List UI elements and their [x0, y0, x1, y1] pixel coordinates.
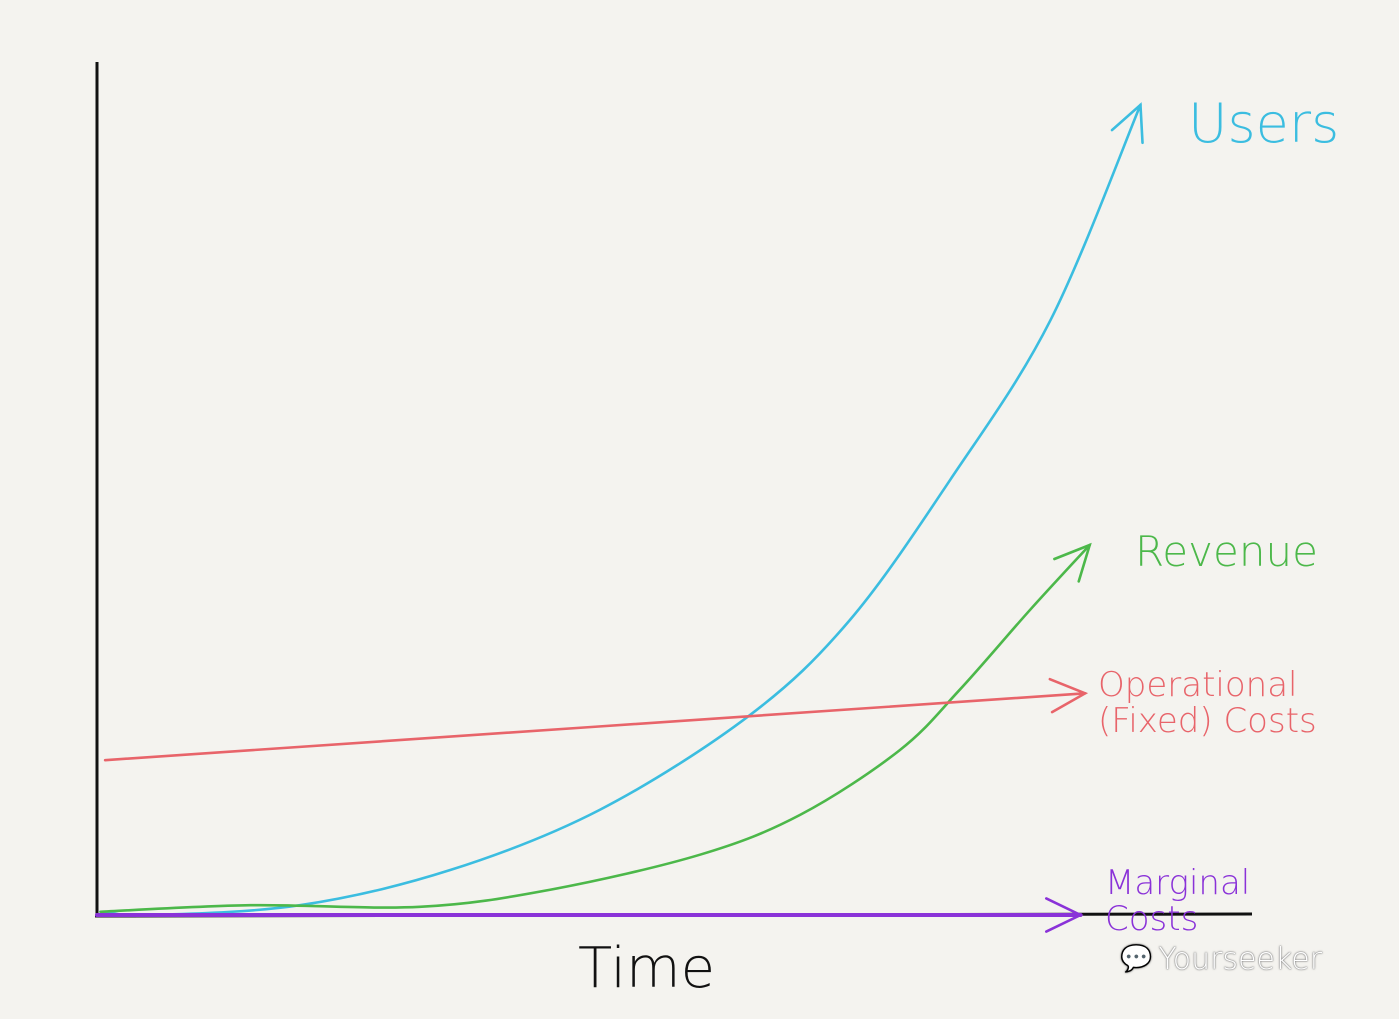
series-label-revenue: Revenue	[1135, 527, 1318, 576]
x-axis-label: Time	[578, 936, 716, 1001]
arrowhead-operational-fixed-costs	[1048, 677, 1089, 714]
arrowhead-users	[1110, 102, 1144, 145]
series-label-operational-costs: Operational (Fixed) Costs	[1098, 665, 1317, 741]
series-line-operational-fixed-costs	[103, 692, 1087, 762]
watermark: 💬 Yourseeker	[1120, 944, 1322, 976]
chat-bubble-icon: 💬	[1120, 944, 1153, 975]
series-line-users	[99, 103, 1142, 917]
series-label-marginal-costs: Marginal Costs	[1105, 863, 1251, 939]
arrowhead-marginal-costs	[1044, 897, 1084, 933]
series-line-revenue	[99, 543, 1092, 914]
series-label-users: Users	[1188, 92, 1340, 155]
watermark-text: Yourseeker	[1158, 942, 1323, 977]
arrowhead-revenue	[1053, 542, 1092, 583]
